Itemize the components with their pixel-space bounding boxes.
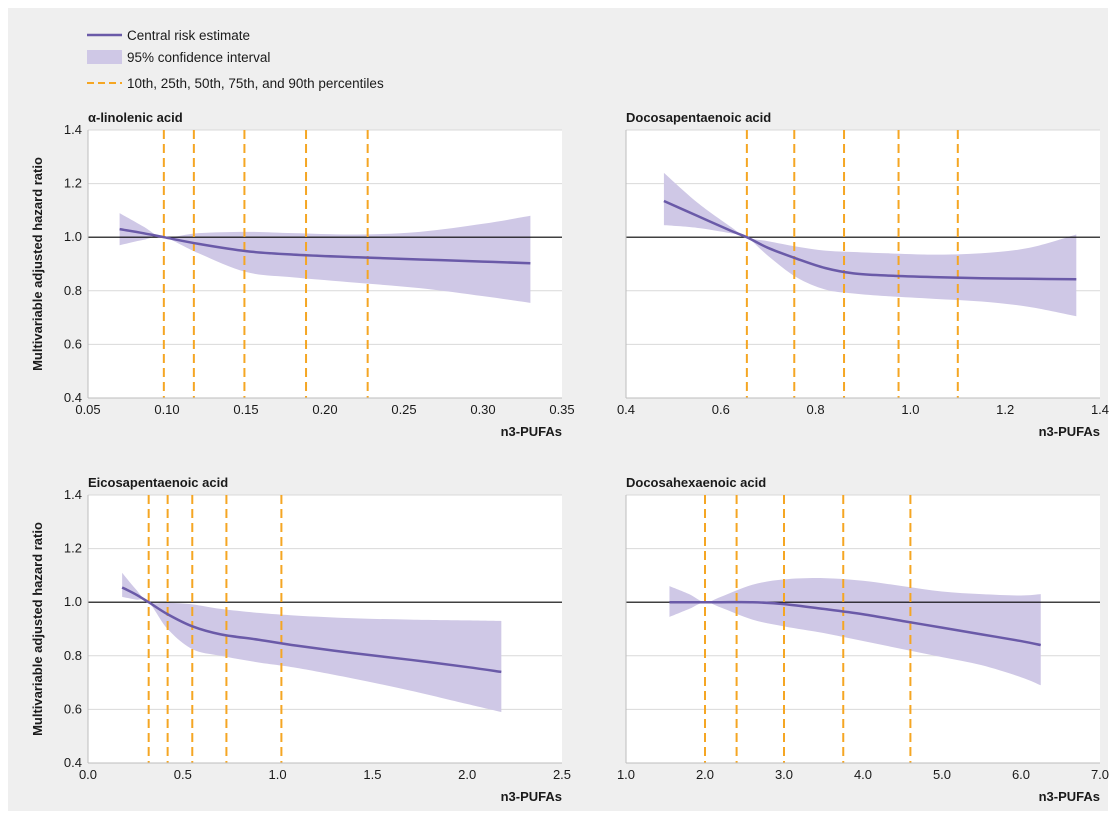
x-tick-label: 0.35 — [549, 402, 574, 417]
y-tick-label: 0.8 — [64, 648, 82, 663]
central-estimate-line — [669, 600, 1041, 647]
x-tick-label: 0.30 — [470, 402, 495, 417]
ci-band — [669, 578, 1041, 686]
y-tick-label: 0.4 — [64, 390, 82, 405]
x-tick-label: 1.4 — [1091, 402, 1109, 417]
panel-title: α-linolenic acid — [88, 110, 183, 125]
x-tick-label: 6.0 — [1012, 767, 1030, 782]
legend-band-swatch — [87, 50, 122, 64]
ci-band — [119, 213, 531, 303]
x-tick-label: 4.0 — [854, 767, 872, 782]
chart-panel-1: 0.05 0.10 0.15 0.20 0.25 0.30 0.35 0.4 0.6 0.8 1.0… — [30, 110, 575, 439]
x-tick-label: 1.0 — [901, 402, 919, 417]
x-tick-label: 0.25 — [391, 402, 416, 417]
x-tick-label: 5.0 — [933, 767, 951, 782]
y-tick-label: 0.4 — [64, 755, 82, 770]
y-tick-label: 1.4 — [64, 487, 82, 502]
y-tick-label: 0.6 — [64, 336, 82, 351]
y-tick-label: 1.0 — [64, 229, 82, 244]
y-tick-label: 0.6 — [64, 701, 82, 716]
x-tick-label: 0.20 — [312, 402, 337, 417]
x-tick-label: 3.0 — [775, 767, 793, 782]
x-tick-label: 1.2 — [996, 402, 1014, 417]
x-tick-label: 2.0 — [458, 767, 476, 782]
x-axis-label: n3-PUFAs — [1039, 789, 1100, 804]
legend-central-label: Central risk estimate — [127, 28, 250, 43]
legend-percentiles-label: 10th, 25th, 50th, 75th, and 90th percent… — [127, 76, 384, 91]
chart-panels: 0.05 0.10 0.15 0.20 0.25 0.30 0.35 0.4 0.6 0.8 1.0… — [30, 110, 1109, 804]
legend-ci-label: 95% confidence interval — [127, 50, 270, 65]
y-axis-label: Multivariable adjusted hazard ratio — [30, 157, 45, 371]
y-tick-label: 1.2 — [64, 541, 82, 556]
x-tick-label: 1.0 — [269, 767, 287, 782]
x-tick-label: 0.8 — [807, 402, 825, 417]
y-tick-label: 1.0 — [64, 594, 82, 609]
x-tick-label: 1.5 — [363, 767, 381, 782]
chart-panel-4: 1.0 2.0 3.0 4.0 5.0 6.0 7.0 Docosahexaenoic aci… — [617, 475, 1109, 804]
x-axis-label: n3-PUFAs — [501, 789, 562, 804]
panel-title: Eicosapentaenoic acid — [88, 475, 228, 490]
x-tick-label: 0.10 — [154, 402, 179, 417]
x-axis-label: n3-PUFAs — [501, 424, 562, 439]
x-tick-label: 0.5 — [174, 767, 192, 782]
central-estimate-line — [663, 199, 1077, 281]
x-tick-label: 0.15 — [233, 402, 258, 417]
y-tick-label: 1.4 — [64, 122, 82, 137]
panel-title: Docosapentaenoic acid — [626, 110, 771, 125]
x-tick-label: 0.6 — [712, 402, 730, 417]
panel-title: Docosahexaenoic acid — [626, 475, 766, 490]
chart-panel-3: 0.0 0.5 1.0 1.5 2.0 2.5 0.4 0.6 0.8 1.0 1.2 1.4 Eico… — [30, 475, 571, 804]
central-estimate-line — [119, 227, 531, 265]
x-tick-label: 0.0 — [79, 767, 97, 782]
x-tick-label: 0.4 — [617, 402, 635, 417]
x-tick-label: 2.5 — [553, 767, 571, 782]
central-estimate-line — [121, 586, 502, 674]
legend: Central risk estimate 95% confidence int… — [87, 28, 384, 91]
x-tick-label: 7.0 — [1091, 767, 1109, 782]
y-axis-label: Multivariable adjusted hazard ratio — [30, 522, 45, 736]
x-axis-label: n3-PUFAs — [1039, 424, 1100, 439]
x-tick-label: 2.0 — [696, 767, 714, 782]
y-tick-label: 1.2 — [64, 176, 82, 191]
chart-panel-2: 0.4 0.6 0.8 1.0 1.2 1.4 Docosapentaenoic acid n… — [617, 110, 1109, 439]
ci-band — [663, 172, 1077, 317]
y-tick-label: 0.8 — [64, 283, 82, 298]
x-tick-label: 0.05 — [75, 402, 100, 417]
x-tick-label: 1.0 — [617, 767, 635, 782]
ci-band — [122, 572, 502, 713]
